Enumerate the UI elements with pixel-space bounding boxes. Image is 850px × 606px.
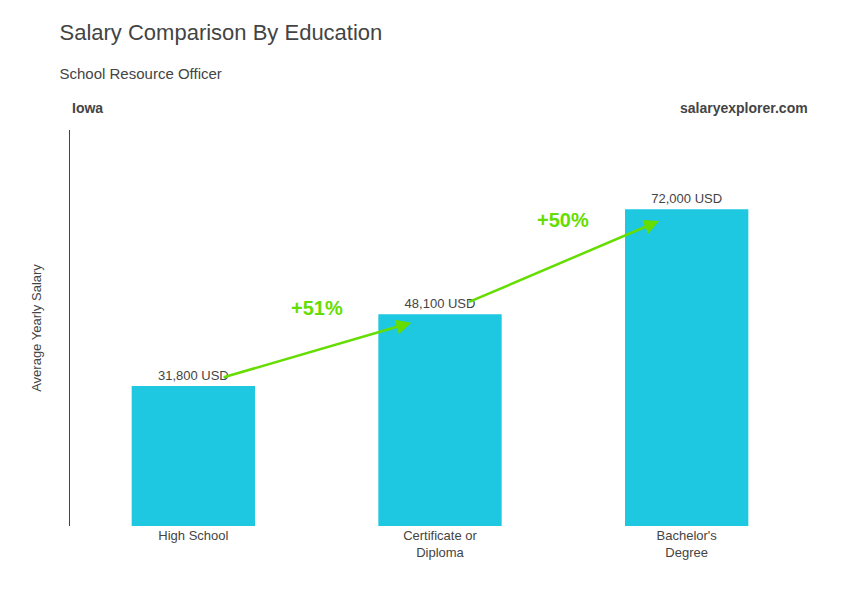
- svg-text:High School: High School: [158, 528, 228, 543]
- svg-text:72,000 USD: 72,000 USD: [651, 191, 722, 206]
- svg-text:Bachelor'sDegree: Bachelor'sDegree: [657, 528, 718, 560]
- svg-text:School Resource Officer: School Resource Officer: [60, 65, 222, 82]
- svg-text:31,800 USD: 31,800 USD: [158, 368, 229, 383]
- svg-text:Salary Comparison By Education: Salary Comparison By Education: [60, 20, 383, 45]
- svg-text:Iowa: Iowa: [72, 100, 103, 116]
- svg-text:48,100 USD: 48,100 USD: [405, 296, 476, 311]
- svg-text:salaryexplorer.com: salaryexplorer.com: [680, 100, 808, 116]
- svg-text:Certificate orDiploma: Certificate orDiploma: [403, 528, 477, 560]
- svg-text:+51%: +51%: [291, 297, 343, 319]
- svg-text:Average Yearly Salary: Average Yearly Salary: [29, 264, 44, 392]
- svg-text:+50%: +50%: [537, 209, 589, 231]
